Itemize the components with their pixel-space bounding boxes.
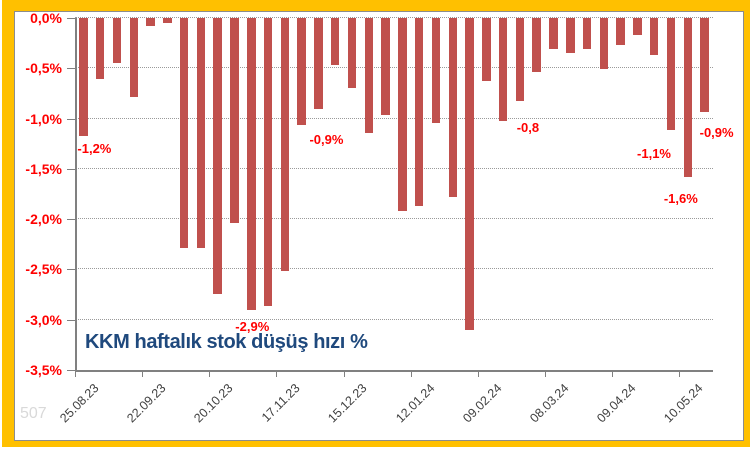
bar — [196, 18, 206, 249]
bar — [297, 18, 306, 125]
y-axis-label: -2,0% — [25, 211, 62, 228]
bar — [431, 18, 441, 123]
bar — [79, 18, 88, 136]
bar — [616, 18, 625, 46]
x-axis-tick — [410, 370, 412, 377]
y-axis-label: 0,0% — [30, 10, 62, 26]
y-axis-tick — [67, 68, 75, 70]
bar — [498, 18, 508, 121]
y-axis-tick — [67, 118, 75, 120]
y-axis-tick — [67, 319, 75, 321]
chart-title: KKM haftalık stok düşüş hızı % — [85, 331, 368, 353]
y-axis-tick — [67, 269, 75, 271]
y-axis-label: -0,5% — [25, 60, 62, 77]
x-axis-tick — [612, 370, 614, 377]
bar — [566, 18, 575, 54]
watermark: 507 — [20, 405, 47, 422]
x-axis-label: 10.05.24 — [661, 381, 706, 426]
data-label: -0,9% — [699, 124, 734, 140]
bar — [549, 18, 558, 50]
x-axis-tick — [545, 370, 547, 377]
gridline — [75, 268, 713, 270]
y-axis-label: -3,5% — [25, 362, 62, 378]
x-axis-line — [75, 370, 713, 372]
gridline — [75, 17, 713, 18]
x-axis-tick — [276, 370, 278, 377]
y-axis-tick — [67, 18, 75, 19]
y-axis-line — [75, 18, 77, 370]
data-label: -1,6% — [663, 190, 698, 206]
bar — [683, 18, 693, 177]
gridline — [75, 318, 713, 320]
bar — [247, 18, 256, 310]
gridline — [75, 117, 713, 119]
y-axis-label: -1,0% — [25, 110, 62, 127]
bar — [179, 18, 189, 249]
bar — [263, 18, 273, 306]
bar — [465, 18, 474, 330]
bar — [112, 18, 122, 64]
y-axis-label: -2,5% — [25, 261, 62, 278]
bar — [700, 18, 709, 112]
data-label: -0,8 — [516, 120, 540, 136]
x-axis-label: 12.01.24 — [392, 381, 438, 426]
y-axis-label: -3,0% — [25, 311, 62, 328]
x-axis-label: 15.12.23 — [325, 381, 370, 426]
y-axis-tick — [67, 168, 75, 170]
bar — [280, 18, 290, 272]
data-label: -2,9% — [235, 318, 270, 334]
x-axis-tick — [477, 370, 479, 377]
x-axis-tick — [75, 370, 76, 377]
y-axis-tick — [67, 219, 75, 221]
bar — [347, 18, 357, 89]
bar — [398, 18, 407, 212]
x-axis-label: 17.11.23 — [259, 381, 303, 425]
bar — [213, 18, 222, 294]
bar — [666, 18, 676, 130]
bar — [515, 18, 525, 102]
data-label: -0,9% — [309, 131, 344, 147]
bar — [633, 18, 642, 36]
bar — [532, 18, 541, 73]
bar — [230, 18, 239, 224]
bar — [414, 18, 424, 207]
gridline — [75, 167, 713, 169]
x-axis-tick — [679, 370, 681, 377]
bar — [582, 18, 592, 50]
gridline — [75, 67, 713, 69]
data-label: -1,2% — [77, 140, 112, 156]
bar — [364, 18, 374, 133]
bar — [146, 18, 155, 27]
x-axis-label: 22.09.23 — [124, 381, 169, 426]
y-axis-tick — [67, 370, 75, 371]
y-axis-label: -1,5% — [25, 160, 62, 177]
bar — [314, 18, 323, 109]
x-axis-tick — [142, 370, 144, 377]
gridline — [75, 218, 713, 220]
bar — [599, 18, 609, 70]
data-label: -1,1% — [637, 145, 671, 161]
bar — [448, 18, 457, 198]
x-axis-label: 08.03.24 — [527, 381, 572, 426]
x-axis-label: 20.10.23 — [191, 381, 236, 426]
x-axis-label: 25.08.23 — [56, 381, 102, 426]
bar — [129, 18, 138, 98]
bar — [95, 18, 105, 80]
x-axis-label: 09.02.24 — [459, 381, 505, 426]
x-axis-tick — [343, 370, 345, 377]
bar — [649, 18, 659, 56]
x-axis-tick — [209, 370, 211, 377]
bar — [163, 18, 172, 24]
bar — [381, 18, 390, 115]
bar — [330, 18, 340, 66]
x-axis-label: 09.04.24 — [594, 381, 639, 426]
bar — [482, 18, 491, 82]
